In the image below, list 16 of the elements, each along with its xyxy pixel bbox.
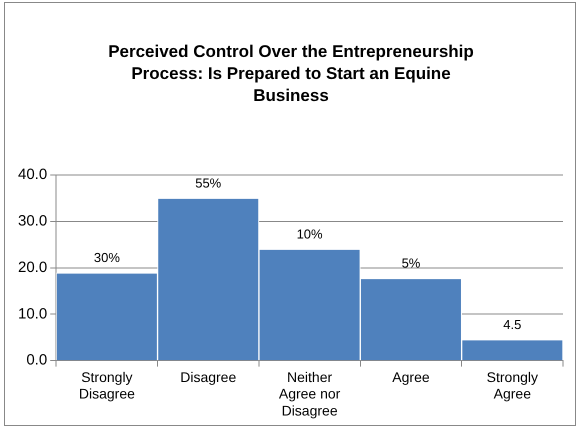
data-label: 4.5 — [503, 316, 522, 332]
y-tick-label: 30.0 — [18, 212, 48, 230]
annotation: 55% — [195, 175, 222, 190]
x-tick-label: Strongly Disagree — [78, 368, 136, 402]
x-tick-label: Agree — [392, 368, 430, 385]
y-tick-label: 40.0 — [18, 166, 48, 184]
y-tick-label: 0.0 — [26, 352, 48, 369]
y-tick-label: 10.0 — [18, 305, 48, 322]
annotation: 10% — [296, 226, 324, 242]
y-tick-label: 20.0 — [18, 258, 48, 276]
x-tick-label: Disagree — [180, 368, 236, 385]
annotation: 30% — [94, 250, 120, 265]
x-tick-label: Strongly Agree — [486, 368, 538, 402]
chart-title: Perceived Control Over the Entrepreneurship Process: Is Prepared to Start an Equine Business — [107, 41, 475, 107]
annotation: 5% — [402, 256, 421, 271]
x-tick-label: Neither Agree nor Disagree — [278, 368, 341, 418]
